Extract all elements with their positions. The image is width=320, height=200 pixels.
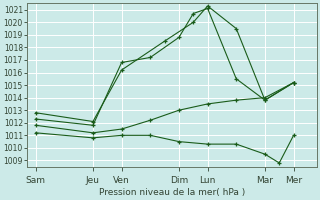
X-axis label: Pression niveau de la mer( hPa ): Pression niveau de la mer( hPa )	[99, 188, 245, 197]
